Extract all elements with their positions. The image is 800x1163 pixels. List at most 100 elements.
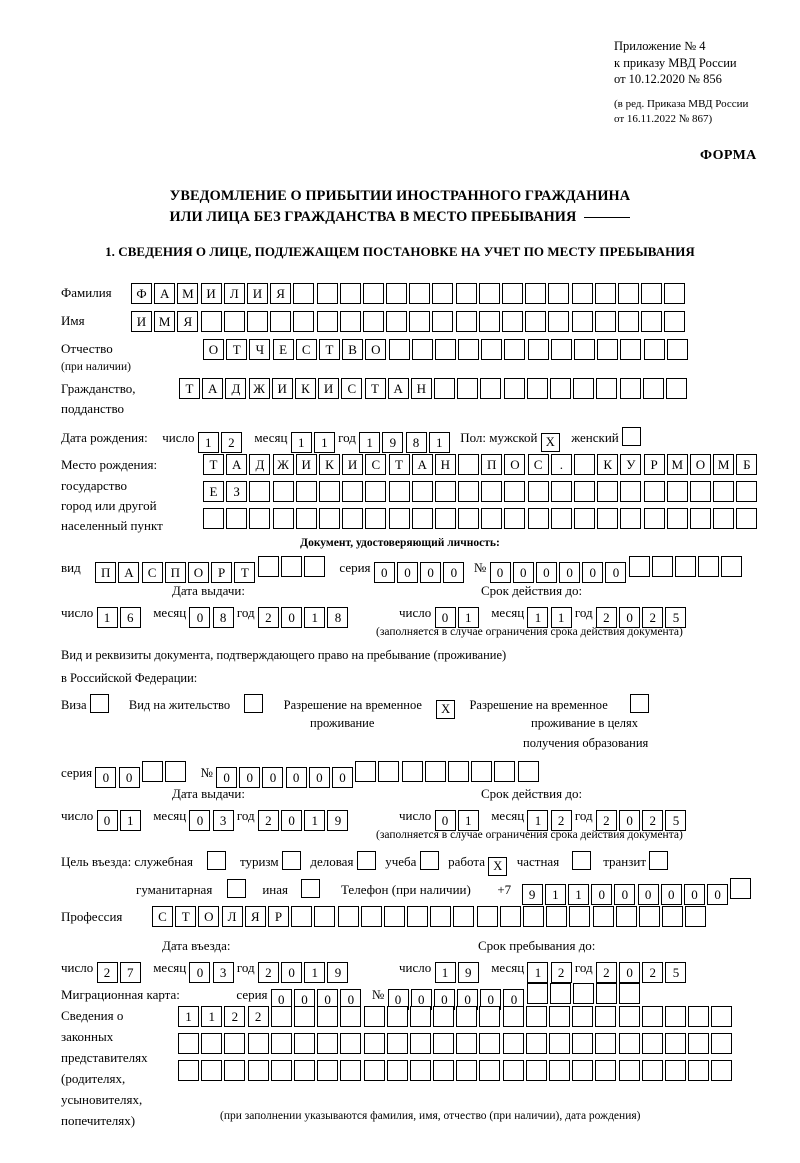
char-cell[interactable]: Н — [410, 378, 432, 399]
char-cell[interactable]: И — [271, 378, 293, 399]
char-cell[interactable]: 0 — [619, 810, 641, 831]
char-cell[interactable] — [432, 283, 454, 304]
char-cell[interactable] — [411, 508, 433, 529]
char-cell[interactable]: Т — [234, 562, 256, 583]
char-cell[interactable] — [525, 1033, 547, 1054]
char-cell[interactable] — [247, 1033, 269, 1054]
char-cell[interactable] — [666, 508, 688, 529]
char-cell[interactable]: 0 — [396, 562, 418, 583]
char-cell[interactable]: 1 — [457, 607, 479, 628]
char-cell[interactable] — [481, 481, 503, 502]
char-cell[interactable] — [224, 1033, 246, 1054]
char-cell[interactable] — [618, 1006, 640, 1027]
char-cell[interactable] — [386, 1060, 408, 1081]
char-cell[interactable]: Е — [203, 481, 224, 502]
char-cell[interactable] — [383, 906, 405, 927]
char-cell[interactable] — [317, 1033, 339, 1054]
char-cell[interactable]: 1 — [201, 1006, 223, 1027]
purpose-official-checkbox[interactable] — [207, 851, 227, 870]
char-cell[interactable]: М — [177, 283, 199, 304]
char-cell[interactable] — [675, 556, 697, 577]
char-cell[interactable] — [546, 906, 568, 927]
char-cell[interactable] — [363, 1033, 385, 1054]
char-cell[interactable]: 0 — [619, 607, 641, 628]
char-cell[interactable] — [272, 508, 294, 529]
char-cell[interactable]: С — [141, 562, 163, 583]
char-cell[interactable] — [711, 1006, 733, 1027]
char-cell[interactable]: 0 — [637, 884, 659, 905]
char-cell[interactable] — [318, 508, 340, 529]
char-cell[interactable] — [249, 481, 271, 502]
char-cell[interactable] — [339, 283, 361, 304]
char-cell[interactable] — [224, 1060, 246, 1081]
char-cell[interactable]: С — [365, 454, 387, 475]
char-cell[interactable] — [504, 339, 526, 360]
char-cell[interactable] — [666, 481, 688, 502]
char-cell[interactable] — [270, 1006, 292, 1027]
char-cell[interactable] — [664, 283, 686, 304]
char-cell[interactable] — [688, 1033, 710, 1054]
char-cell[interactable] — [662, 906, 684, 927]
char-cell[interactable] — [293, 1060, 315, 1081]
char-cell[interactable] — [736, 481, 758, 502]
char-cell[interactable] — [409, 1006, 431, 1027]
char-cell[interactable]: Я — [270, 283, 292, 304]
char-cell[interactable]: А — [411, 454, 433, 475]
char-cell[interactable]: Т — [175, 906, 197, 927]
char-cell[interactable]: 0 — [373, 562, 395, 583]
char-cell[interactable] — [388, 508, 410, 529]
char-cell[interactable] — [504, 481, 526, 502]
char-cell[interactable] — [713, 508, 735, 529]
char-cell[interactable] — [615, 906, 637, 927]
char-cell[interactable]: 1 — [178, 1006, 199, 1027]
char-cell[interactable] — [293, 1033, 315, 1054]
char-cell[interactable] — [502, 1006, 524, 1027]
char-cell[interactable]: 0 — [96, 810, 118, 831]
purpose-study-checkbox[interactable] — [419, 851, 439, 870]
char-cell[interactable] — [526, 983, 548, 1004]
char-cell[interactable] — [360, 906, 382, 927]
char-cell[interactable] — [316, 283, 338, 304]
char-cell[interactable] — [499, 906, 521, 927]
char-cell[interactable] — [471, 761, 493, 782]
char-cell[interactable]: Т — [226, 339, 248, 360]
char-cell[interactable]: 2 — [96, 962, 118, 983]
char-cell[interactable] — [434, 378, 456, 399]
char-cell[interactable]: И — [200, 283, 222, 304]
char-cell[interactable]: 5 — [665, 607, 687, 628]
char-cell[interactable] — [689, 508, 711, 529]
char-cell[interactable] — [434, 481, 456, 502]
char-cell[interactable] — [525, 1060, 547, 1081]
char-cell[interactable] — [664, 1060, 686, 1081]
char-cell[interactable] — [504, 508, 526, 529]
char-cell[interactable]: 1 — [304, 962, 326, 983]
char-cell[interactable] — [201, 1060, 223, 1081]
char-cell[interactable]: 2 — [595, 810, 617, 831]
char-cell[interactable] — [201, 1033, 223, 1054]
char-cell[interactable] — [270, 1060, 292, 1081]
char-cell[interactable]: 7 — [119, 962, 141, 983]
char-cell[interactable] — [592, 906, 614, 927]
char-cell[interactable] — [178, 1033, 199, 1054]
char-cell[interactable]: 0 — [420, 562, 442, 583]
char-cell[interactable]: 0 — [605, 562, 627, 583]
char-cell[interactable] — [527, 481, 549, 502]
char-cell[interactable]: 2 — [642, 607, 664, 628]
char-cell[interactable]: 2 — [224, 1006, 246, 1027]
char-cell[interactable] — [430, 906, 452, 927]
legal-rep-row-3-boxes[interactable] — [178, 1060, 733, 1081]
char-cell[interactable]: 0 — [480, 989, 502, 1010]
char-cell[interactable] — [641, 1006, 663, 1027]
char-cell[interactable] — [596, 378, 618, 399]
char-cell[interactable] — [200, 311, 222, 332]
char-cell[interactable] — [401, 761, 423, 782]
char-cell[interactable] — [455, 283, 477, 304]
char-cell[interactable] — [549, 1033, 570, 1054]
char-cell[interactable]: 0 — [707, 884, 729, 905]
